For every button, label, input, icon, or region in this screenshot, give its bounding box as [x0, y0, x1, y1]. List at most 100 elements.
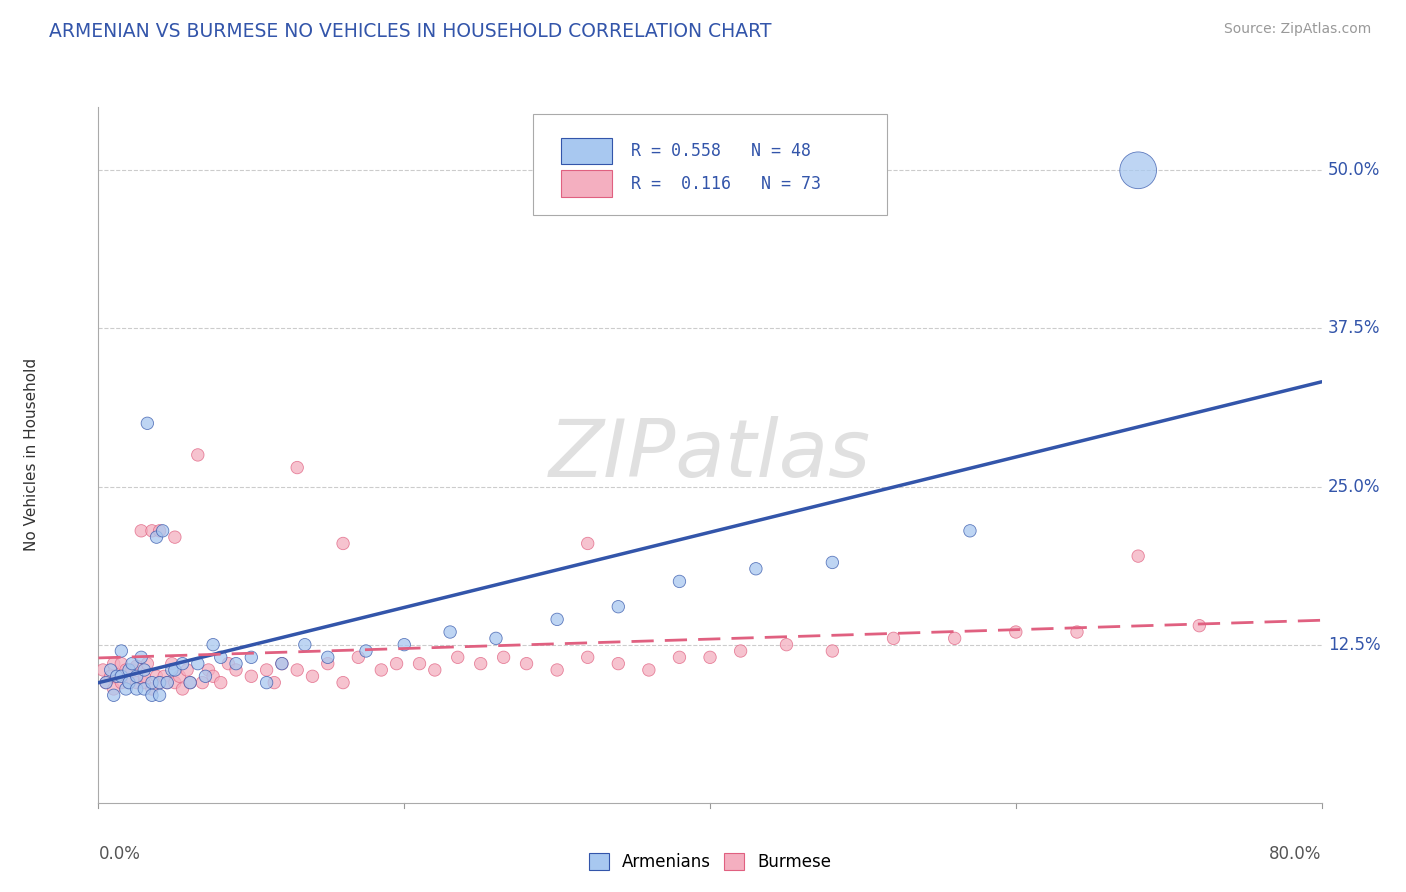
Point [439, 625, 461, 640]
Text: R = 0.558   N = 48: R = 0.558 N = 48 [630, 142, 810, 160]
Point [118, 663, 141, 677]
Text: ARMENIAN VS BURMESE NO VEHICLES IN HOUSEHOLD CORRELATION CHART: ARMENIAN VS BURMESE NO VEHICLES IN HOUSE… [49, 22, 772, 41]
Point [730, 644, 752, 658]
Point [316, 657, 339, 671]
Point [136, 417, 159, 431]
Point [125, 659, 148, 673]
Point [775, 638, 797, 652]
Point [103, 688, 125, 702]
Point [225, 663, 247, 677]
Point [256, 663, 278, 677]
Point [485, 632, 508, 646]
Text: 0.0%: 0.0% [98, 845, 141, 863]
Point [447, 650, 470, 665]
Point [240, 650, 263, 665]
Point [225, 657, 247, 671]
Point [103, 681, 125, 696]
Point [347, 650, 370, 665]
Text: R =  0.116   N = 73: R = 0.116 N = 73 [630, 175, 821, 193]
Point [149, 688, 172, 702]
Point [202, 638, 225, 652]
Point [516, 657, 538, 671]
Point [209, 675, 232, 690]
Text: Source: ZipAtlas.com: Source: ZipAtlas.com [1223, 22, 1371, 37]
Point [316, 650, 339, 665]
Point [423, 663, 446, 677]
Point [163, 530, 186, 544]
Point [110, 644, 132, 658]
Point [470, 657, 492, 671]
Point [105, 669, 128, 683]
Point [637, 663, 661, 677]
Point [370, 663, 392, 677]
Point [152, 524, 174, 538]
FancyBboxPatch shape [533, 114, 887, 215]
Point [141, 688, 163, 702]
Point [163, 675, 186, 690]
Point [179, 675, 201, 690]
Point [294, 638, 316, 652]
Point [118, 675, 141, 690]
Point [285, 460, 308, 475]
Point [270, 657, 292, 671]
Text: 80.0%: 80.0% [1270, 845, 1322, 863]
Point [141, 681, 163, 696]
Point [115, 681, 138, 696]
Point [136, 657, 159, 671]
Point [129, 524, 152, 538]
Text: 37.5%: 37.5% [1327, 319, 1381, 337]
Point [263, 675, 285, 690]
Point [103, 657, 125, 671]
Point [172, 681, 194, 696]
Point [492, 650, 515, 665]
Point [607, 599, 630, 614]
Point [546, 612, 568, 626]
Point [240, 669, 263, 683]
Point [91, 663, 114, 677]
Point [191, 675, 214, 690]
Point [160, 663, 183, 677]
Point [118, 675, 141, 690]
Point [110, 657, 132, 671]
Point [129, 650, 152, 665]
Point [194, 669, 217, 683]
Point [202, 669, 225, 683]
Text: ZIPatlas: ZIPatlas [548, 416, 872, 494]
Point [1066, 625, 1088, 640]
Point [121, 663, 143, 677]
Point [105, 669, 128, 683]
Point [197, 663, 219, 677]
Point [134, 681, 156, 696]
Point [145, 530, 167, 544]
Point [668, 574, 690, 589]
Point [145, 669, 167, 683]
Point [149, 675, 172, 690]
Point [100, 663, 122, 677]
Point [385, 657, 408, 671]
Point [546, 663, 568, 677]
Point [121, 657, 143, 671]
Text: 12.5%: 12.5% [1327, 636, 1381, 654]
Point [256, 675, 278, 690]
Point [163, 663, 186, 677]
Point [217, 657, 239, 671]
Legend: Armenians, Burmese: Armenians, Burmese [582, 847, 838, 878]
Point [607, 657, 630, 671]
Point [141, 675, 163, 690]
Point [156, 675, 179, 690]
Point [169, 669, 191, 683]
Point [149, 675, 172, 690]
Point [125, 675, 148, 690]
Point [332, 536, 354, 550]
Point [125, 669, 148, 683]
Point [125, 681, 148, 696]
Point [187, 657, 209, 671]
Point [301, 669, 323, 683]
Point [141, 524, 163, 538]
FancyBboxPatch shape [561, 170, 612, 197]
Point [821, 556, 844, 570]
Point [1188, 618, 1211, 632]
Point [285, 663, 308, 677]
Text: No Vehicles in Household: No Vehicles in Household [24, 359, 38, 551]
Point [156, 675, 179, 690]
